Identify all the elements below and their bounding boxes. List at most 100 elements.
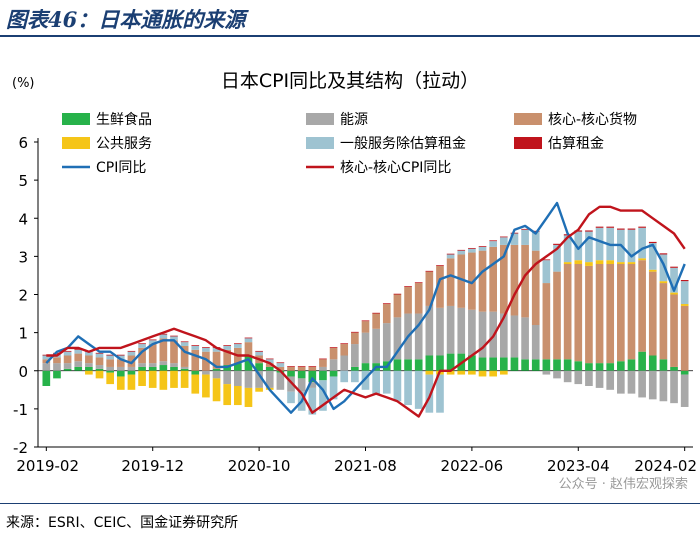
bar-segment <box>351 344 359 367</box>
bar-segment <box>585 262 593 266</box>
bar-segment <box>436 307 444 356</box>
bar-segment <box>191 345 200 346</box>
bar-segment <box>414 370 423 409</box>
bar-segment <box>308 382 317 388</box>
bar-segment <box>42 370 51 386</box>
bar-segment <box>670 366 678 371</box>
bar-segment <box>265 370 274 388</box>
bar-segment <box>585 230 593 232</box>
x-tick-label: 2020-10 <box>228 457 291 475</box>
y-tick-label: 1 <box>18 325 28 343</box>
bar-segment <box>319 370 327 381</box>
bar-segment <box>223 370 232 385</box>
bar-segment <box>191 374 200 394</box>
x-tick-label: 2019-02 <box>16 457 79 475</box>
bar-segment <box>489 246 498 312</box>
bar-segment <box>319 359 327 367</box>
legend-label: CPI同比 <box>96 160 146 176</box>
bar-segment <box>223 345 232 350</box>
bar-segment <box>574 264 583 362</box>
bar-segment <box>212 370 221 379</box>
watermark: 公众号 · 赵伟宏观探索 <box>558 477 688 492</box>
bar-segment <box>148 370 157 388</box>
footer-rule <box>0 503 700 504</box>
bar-segment <box>148 363 157 367</box>
bar-segment <box>63 355 72 364</box>
bar-segment <box>585 231 593 263</box>
bar-segment <box>159 365 168 371</box>
bar-segment <box>563 235 572 263</box>
bar-segment <box>106 354 114 356</box>
bar-segment <box>361 320 370 322</box>
bar-segment <box>53 357 61 364</box>
bar-segment <box>680 305 689 371</box>
bar-segment <box>382 303 391 305</box>
bar-segment <box>563 264 572 360</box>
y-axis-unit: (%) <box>12 76 35 91</box>
bar-segment <box>329 359 338 371</box>
bar-segment <box>510 232 519 234</box>
bar-segment <box>361 363 370 371</box>
x-tick-label: 2024-02 <box>634 457 697 475</box>
bar-segment <box>74 361 83 367</box>
bar-segment <box>170 335 178 337</box>
bar-segment <box>191 349 200 371</box>
bar-segment <box>425 305 434 356</box>
x-tick-label: 2022-06 <box>441 457 504 475</box>
bar-segment <box>127 370 136 375</box>
bar-segment <box>627 264 636 360</box>
bar-segment <box>670 370 678 404</box>
bar-segment <box>585 265 593 364</box>
bar-segment <box>319 358 327 360</box>
legend-entry: 估算租金 <box>514 136 604 152</box>
bar-segment <box>265 363 274 367</box>
bar-segment <box>414 313 423 360</box>
bar-segment <box>372 370 380 394</box>
bar-segment <box>116 370 125 377</box>
bar-segment <box>53 363 61 371</box>
bar-segment <box>276 372 285 390</box>
bar-segment <box>63 351 72 356</box>
bar-segment <box>127 374 136 390</box>
bar-segment <box>425 270 434 272</box>
bar-segment <box>180 366 189 369</box>
bar-segment <box>106 372 114 385</box>
legend-label: 核心-核心货物 <box>548 111 637 128</box>
bar-segment <box>233 344 242 348</box>
bar-segment <box>180 370 189 388</box>
bar-segment <box>308 366 317 371</box>
axes: -2 -1 0 1 2 3 4 5 6 2019-02 2019-12 2020-10 2021-08 2… <box>13 134 697 475</box>
bar-segment <box>489 240 498 242</box>
bar-segment <box>244 387 253 407</box>
bar-segment <box>223 345 232 346</box>
bar-segment <box>585 363 593 371</box>
legend-swatch <box>306 113 334 125</box>
bar-segment <box>244 370 253 388</box>
bar-segment <box>233 386 242 406</box>
bar-segment <box>553 243 561 245</box>
bar-segment <box>85 370 93 375</box>
bar-segment <box>446 353 455 371</box>
bar-segment <box>138 347 146 364</box>
bar-segment <box>74 349 83 354</box>
bar-segment <box>138 344 146 348</box>
bar-segment <box>478 370 487 377</box>
bar-segment <box>191 370 200 375</box>
bar-segment <box>138 370 146 386</box>
bar-segment <box>297 370 306 379</box>
bar-segment <box>382 370 391 394</box>
bar-segment <box>606 264 615 364</box>
bar-segment <box>617 264 625 362</box>
bar-segment <box>499 357 508 371</box>
bar-segment <box>510 357 519 371</box>
bar-segment <box>425 271 434 306</box>
bar-segment <box>595 370 604 388</box>
legend-label: 公共服务 <box>96 136 152 152</box>
bar-segment <box>510 233 519 245</box>
bar-segment <box>244 337 253 339</box>
legend-swatch <box>306 137 334 149</box>
bar-segment <box>351 332 359 345</box>
bar-segment <box>63 350 72 352</box>
bar-segment <box>319 380 327 411</box>
